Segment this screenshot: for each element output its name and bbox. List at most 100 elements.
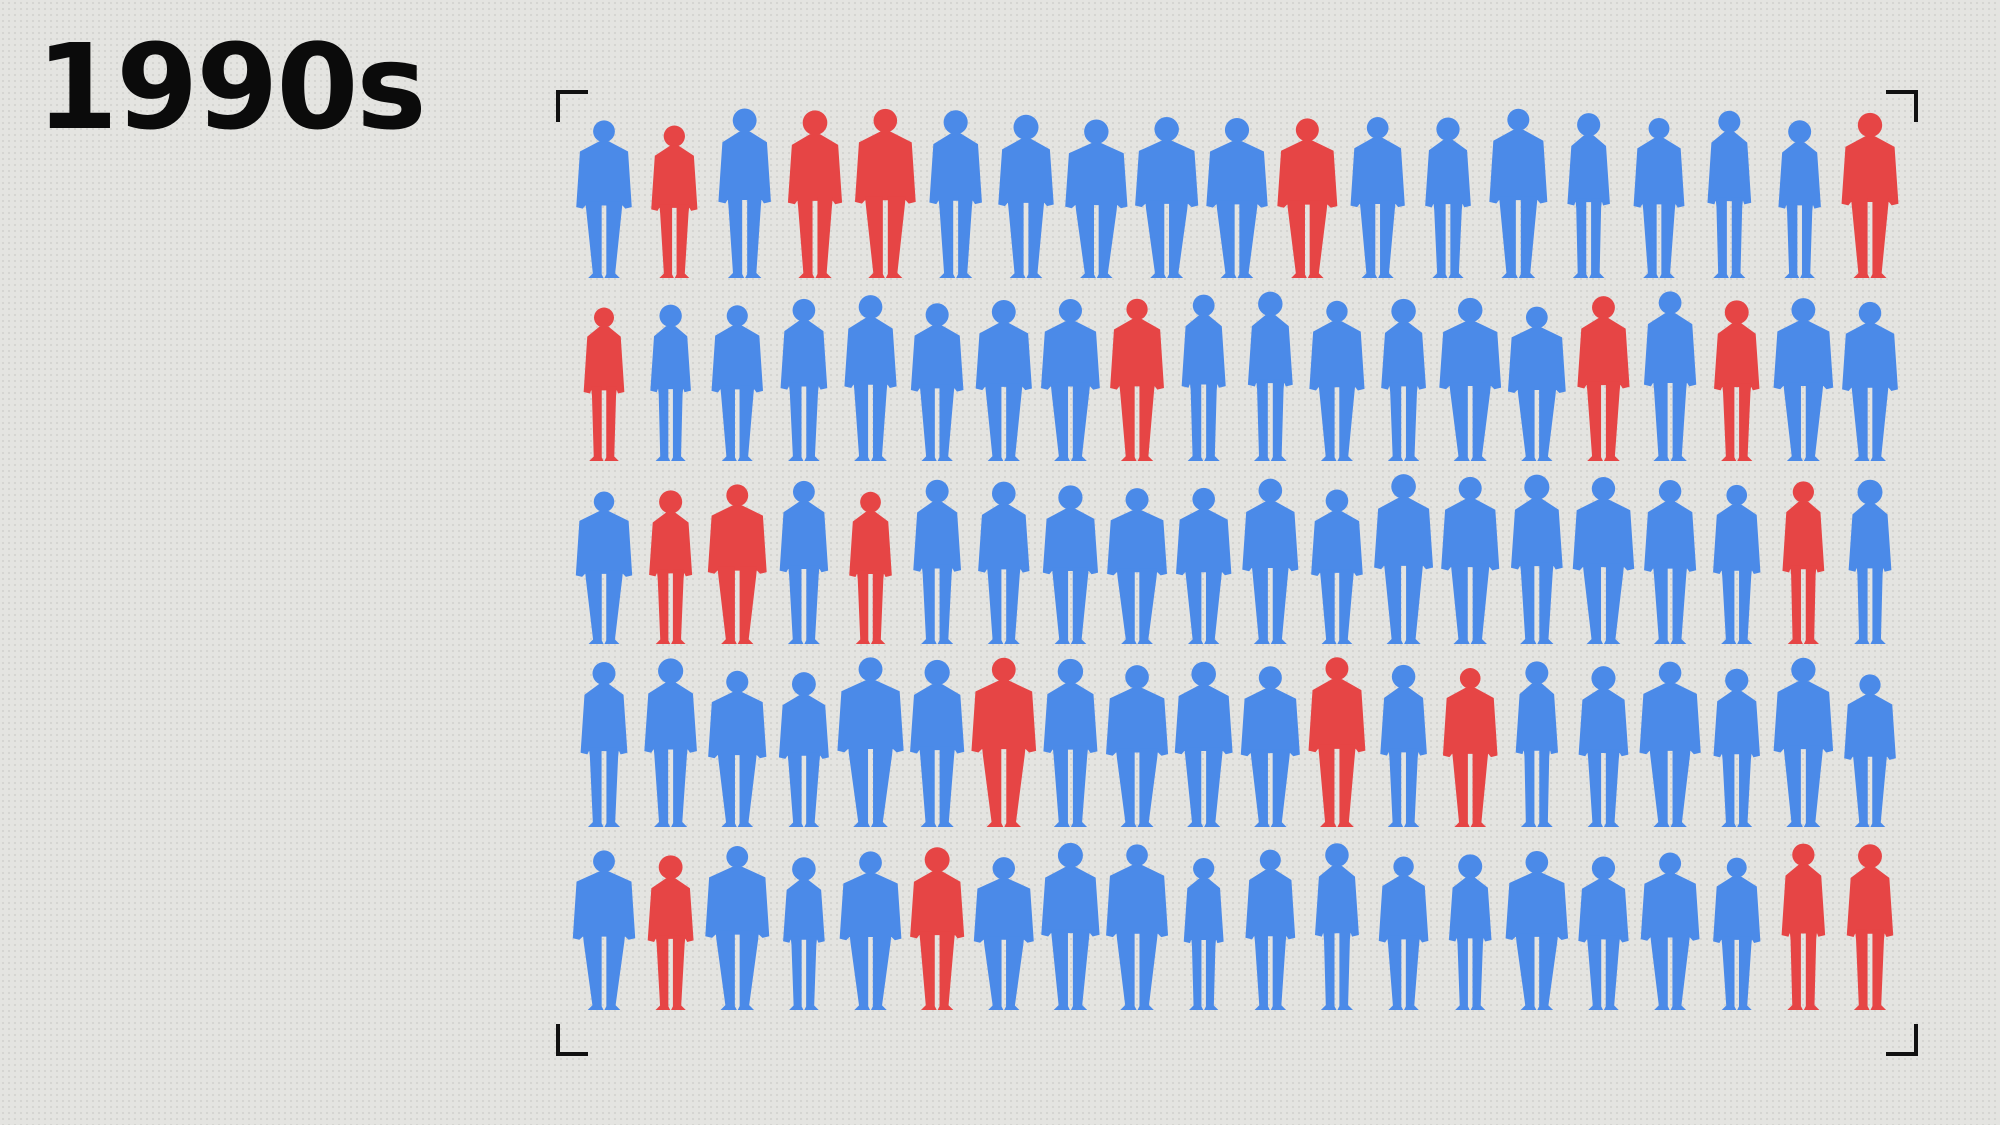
person-blue	[1633, 117, 1685, 278]
person-blue	[1713, 484, 1761, 644]
person-blue	[1640, 852, 1700, 1010]
person-blue	[1448, 854, 1492, 1010]
person-blue	[1578, 856, 1629, 1010]
person-blue	[1105, 665, 1169, 827]
person-red	[583, 307, 625, 461]
person-blue	[1844, 674, 1896, 827]
person-blue	[1425, 117, 1471, 278]
person-red	[971, 657, 1037, 827]
person-red	[1277, 118, 1338, 278]
person-blue	[1639, 661, 1701, 827]
person-blue	[1515, 661, 1559, 827]
person-blue	[1441, 476, 1500, 644]
person-blue	[910, 659, 965, 827]
person-blue	[975, 299, 1032, 461]
person-blue	[1572, 476, 1635, 644]
person-red	[1782, 481, 1825, 644]
person-blue	[1135, 116, 1199, 278]
person-blue	[1380, 664, 1427, 827]
person-blue	[1773, 657, 1834, 827]
person-blue	[1505, 850, 1569, 1010]
person-blue	[779, 480, 829, 644]
person-blue	[1206, 117, 1268, 278]
person-blue	[1567, 113, 1610, 278]
person-blue	[572, 850, 636, 1010]
person-blue	[1247, 291, 1293, 461]
person-blue	[1240, 666, 1300, 827]
frame-corner-bottom-right	[1886, 1024, 1918, 1056]
person-blue	[1707, 110, 1752, 278]
person-blue	[910, 303, 964, 461]
person-blue	[1644, 480, 1697, 644]
person-blue	[711, 305, 763, 461]
person-blue	[929, 110, 982, 278]
person-blue	[1065, 119, 1128, 278]
frame-corner-top-left	[556, 90, 588, 122]
person-blue	[1489, 108, 1548, 278]
person-blue	[1439, 297, 1502, 461]
person-blue	[1314, 843, 1359, 1010]
person-blue	[1713, 668, 1760, 827]
person-blue	[1378, 856, 1429, 1010]
person-blue	[844, 295, 897, 461]
person-red	[1714, 300, 1760, 461]
person-blue	[705, 846, 770, 1010]
person-red	[647, 855, 694, 1010]
person-red	[1308, 657, 1366, 827]
person-blue	[1507, 306, 1566, 461]
person-blue	[1773, 298, 1834, 461]
person-blue	[718, 108, 771, 278]
person-red	[1577, 296, 1630, 461]
person-blue	[1040, 298, 1100, 461]
person-blue	[1374, 474, 1434, 644]
person-blue	[576, 120, 632, 278]
person-blue	[575, 491, 633, 644]
person-blue	[1181, 294, 1226, 461]
person-red	[1781, 843, 1826, 1010]
person-blue	[644, 658, 697, 827]
person-red	[910, 847, 965, 1010]
person-blue	[1578, 666, 1629, 827]
figure-frame	[556, 90, 1918, 1056]
person-red	[649, 490, 693, 644]
person-red	[787, 110, 843, 278]
person-blue	[1106, 844, 1169, 1010]
person-blue	[783, 857, 825, 1010]
person-red	[651, 125, 698, 278]
person-red	[1846, 844, 1894, 1010]
person-blue	[1381, 298, 1426, 461]
person-blue	[1041, 842, 1100, 1010]
person-blue	[1175, 487, 1232, 644]
person-red	[1841, 112, 1899, 278]
person-blue	[1311, 489, 1363, 644]
person-blue	[1245, 849, 1296, 1010]
page-title: 1990s	[36, 18, 427, 156]
person-blue	[1309, 300, 1365, 461]
frame-corner-bottom-left	[556, 1024, 588, 1056]
person-blue	[1848, 479, 1892, 644]
person-blue	[1350, 117, 1405, 278]
person-red	[1442, 668, 1498, 827]
person-blue	[973, 857, 1034, 1010]
person-blue	[1043, 658, 1098, 827]
person-blue	[1842, 301, 1898, 461]
person-blue	[1183, 857, 1224, 1010]
person-blue	[580, 662, 628, 827]
person-blue	[1242, 478, 1299, 644]
person-blue	[1174, 661, 1233, 827]
person-blue	[708, 670, 767, 827]
person-blue	[1643, 291, 1697, 461]
person-blue	[778, 672, 829, 827]
person-blue	[839, 851, 902, 1010]
person-red	[849, 491, 892, 644]
person-blue	[978, 481, 1030, 644]
person-blue	[1713, 857, 1761, 1010]
person-blue	[837, 657, 904, 827]
person-red	[1110, 298, 1164, 461]
person-blue	[1778, 120, 1821, 278]
person-blue	[913, 479, 962, 644]
person-blue	[1042, 485, 1099, 644]
person-blue	[1511, 474, 1563, 644]
person-blue	[1107, 488, 1168, 644]
